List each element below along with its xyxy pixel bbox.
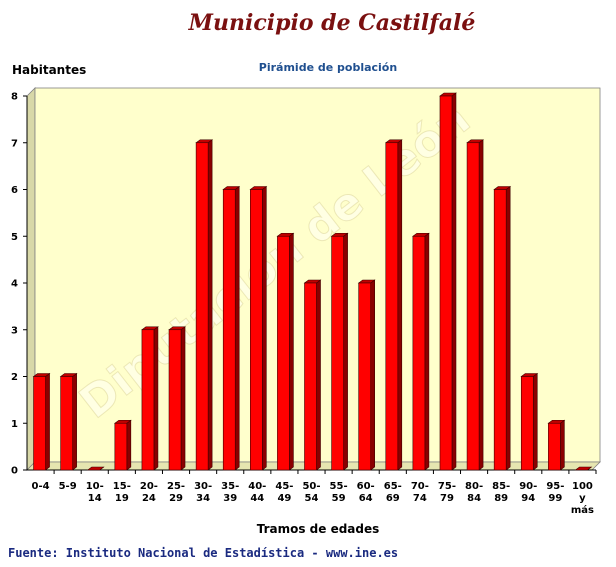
x-tick-label: 15-19: [113, 481, 131, 504]
y-tick-label: 2: [11, 372, 18, 383]
bar: [520, 372, 539, 471]
x-tick-label: 90-94: [519, 481, 537, 504]
bar: [384, 139, 403, 471]
bar: [330, 232, 349, 471]
bar: [32, 372, 51, 471]
x-tick-label: 30-34: [194, 481, 212, 504]
bar: [493, 185, 512, 471]
y-tick-label: 1: [11, 419, 18, 430]
y-tick-label: 3: [11, 325, 18, 336]
x-tick-label: 35-39: [221, 481, 239, 504]
x-tick-label: 65-69: [384, 481, 402, 504]
y-tick-label: 5: [11, 232, 18, 243]
x-tick-label: 95-99: [546, 481, 564, 504]
x-tick-label: 0-4: [32, 481, 50, 492]
bar: [141, 326, 159, 471]
bar: [113, 419, 132, 471]
bar: [59, 372, 78, 471]
x-tick-label: 60-64: [357, 481, 375, 504]
x-tick-label: 40-44: [248, 481, 266, 504]
y-axis-title: Habitantes: [12, 63, 87, 77]
x-tick-label: 80-84: [465, 481, 483, 504]
bar: [303, 279, 322, 471]
y-tick-label: 7: [11, 138, 18, 149]
x-tick-label: 45-49: [275, 481, 293, 504]
bar: [466, 139, 484, 471]
bar: [357, 279, 376, 471]
x-tick-label: 70-74: [411, 481, 429, 504]
x-tick-label: 5-9: [59, 481, 77, 492]
y-tick-label: 4: [11, 279, 18, 290]
x-tick-label: 75-79: [438, 481, 456, 504]
x-tick-label: 25-29: [167, 481, 185, 504]
page-title: Municipio de Castilfalé: [188, 10, 476, 36]
y-tick-label: 8: [11, 92, 18, 103]
bar: [411, 232, 430, 471]
bar: [249, 185, 268, 471]
y-tick-label: 6: [11, 185, 18, 196]
x-axis-title: Tramos de edades: [256, 522, 380, 536]
x-tick-label: 20-24: [140, 481, 158, 504]
bar: [168, 326, 186, 471]
x-tick-label: 55-59: [330, 481, 348, 504]
bar: [222, 185, 241, 471]
y-tick-label: 0: [11, 466, 18, 477]
bar: [276, 232, 295, 471]
bar: [195, 139, 214, 471]
x-tick-label: 100 y más: [571, 481, 594, 516]
source-note: Fuente: Instituto Nacional de Estadístic…: [8, 546, 399, 560]
x-tick-label: 50-54: [302, 481, 320, 504]
bar: [439, 92, 457, 471]
chart-title: Pirámide de población: [258, 61, 398, 74]
x-tick-label: 85-89: [492, 481, 510, 504]
bar: [547, 419, 566, 471]
bar: [86, 466, 105, 471]
x-tick-label: 10-14: [86, 481, 104, 504]
bar: [574, 466, 593, 471]
